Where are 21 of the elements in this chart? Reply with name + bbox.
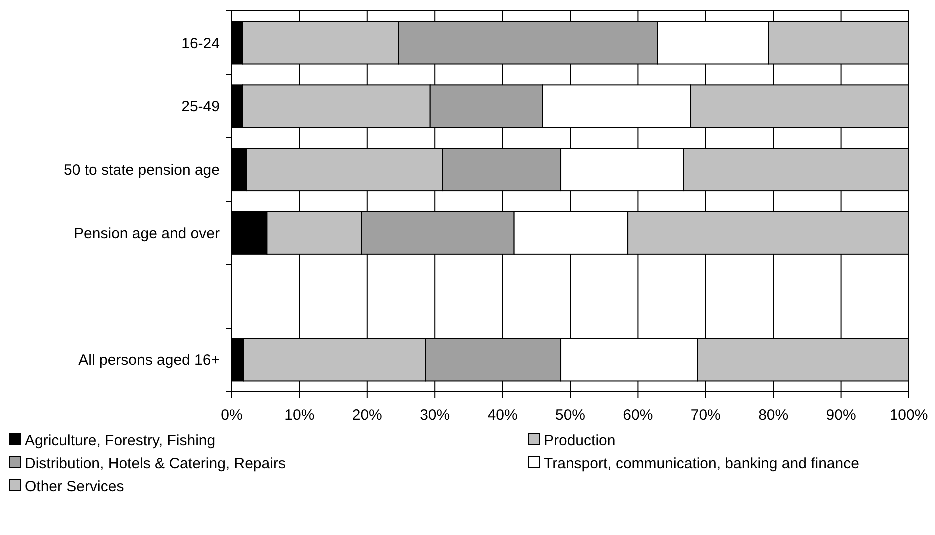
x-tick-label: 40% — [488, 407, 518, 424]
x-tick-label: 50% — [555, 407, 586, 424]
legend-label: Agriculture, Forestry, Fishing — [25, 432, 216, 450]
x-tick-label: 100% — [890, 407, 928, 424]
y-tick-label: 16-24 — [182, 35, 220, 52]
y-tick-label: Pension age and over — [74, 225, 220, 242]
y-tick-label: 25-49 — [182, 98, 220, 116]
x-tick-label: 0% — [221, 407, 243, 424]
x-tick-label: 30% — [420, 407, 450, 424]
x-tick-label: 20% — [352, 407, 382, 424]
y-tick-label: 50 to state pension age — [64, 162, 220, 180]
x-tick-label: 90% — [826, 407, 856, 424]
legend-label: Production — [544, 432, 616, 450]
y-tick-label: All persons aged 16+ — [78, 352, 220, 370]
x-tick-label: 70% — [690, 407, 721, 424]
x-tick-label: 10% — [284, 407, 315, 424]
legend-label: Other Services — [25, 478, 124, 496]
x-tick-label: 60% — [623, 407, 654, 424]
x-tick-label: 80% — [758, 407, 789, 424]
legend-label: Distribution, Hotels & Catering, Repairs — [25, 455, 286, 472]
legend-label: Transport, communication, banking and finance — [544, 455, 860, 472]
